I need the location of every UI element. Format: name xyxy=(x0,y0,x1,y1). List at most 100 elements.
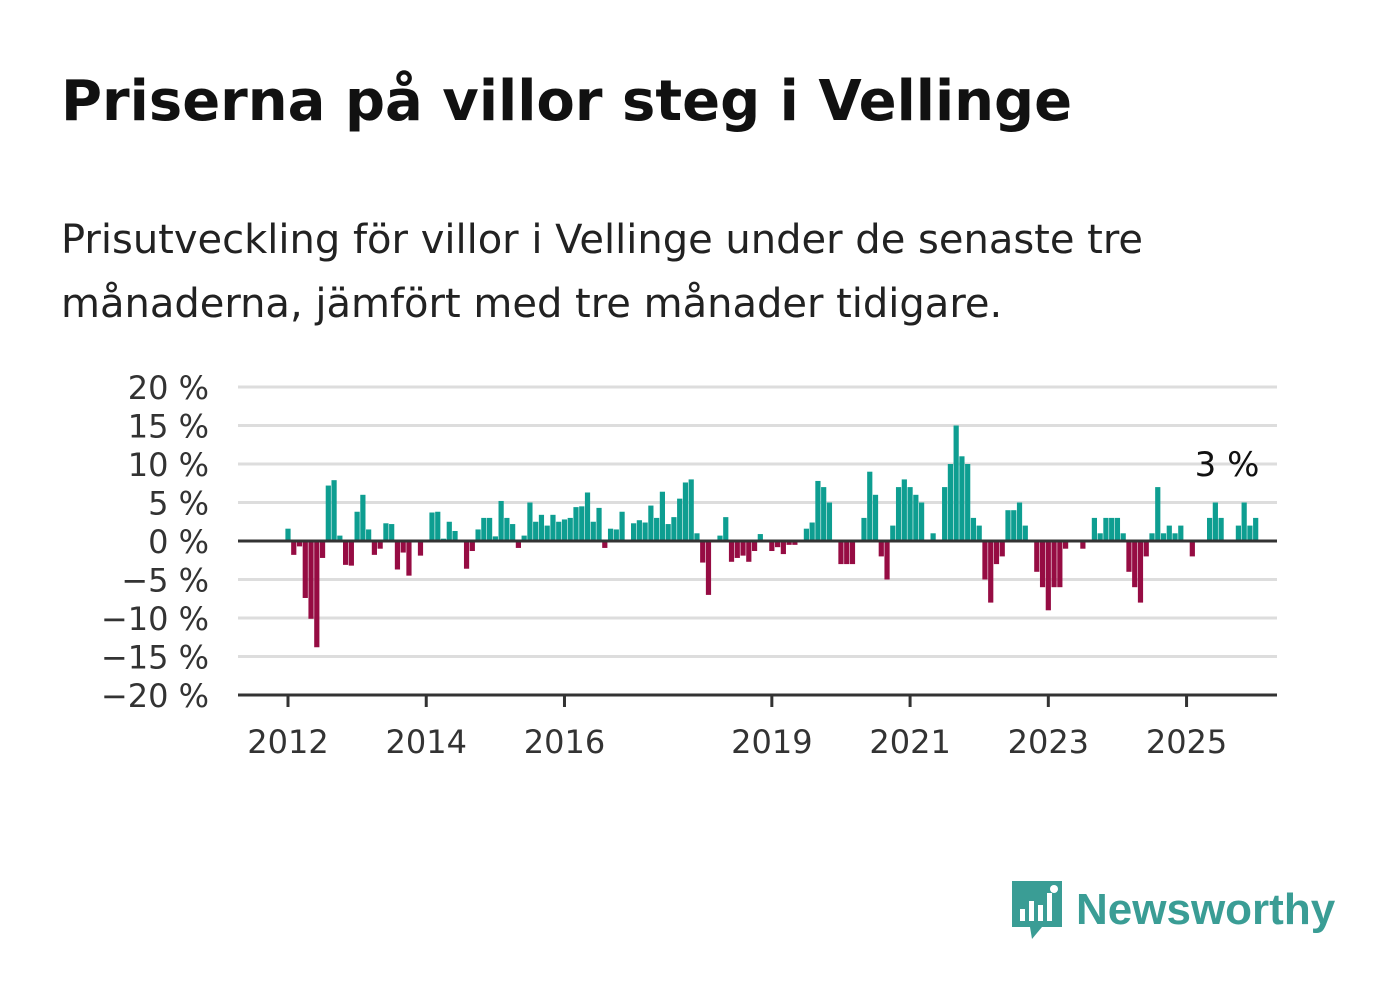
bar xyxy=(602,541,608,548)
bar xyxy=(377,541,383,549)
bar xyxy=(705,541,712,595)
bar xyxy=(717,535,723,541)
y-tick-label: 0 % xyxy=(148,523,209,561)
bar xyxy=(631,523,637,541)
tick-labels: 20 %15 %10 %5 %0 %−5 %−10 %−15 %−20 % 201… xyxy=(101,369,1227,761)
bar xyxy=(1114,517,1121,541)
y-tick-label: 15 % xyxy=(128,408,209,446)
bar xyxy=(849,541,856,565)
bar xyxy=(1247,525,1253,541)
bar xyxy=(331,480,337,541)
bar xyxy=(538,514,545,541)
brand-name: Newsworthy xyxy=(1076,885,1336,934)
bar xyxy=(1022,525,1028,541)
bar xyxy=(291,541,297,555)
x-tick-label: 2021 xyxy=(869,723,950,761)
bar xyxy=(930,533,936,541)
bar xyxy=(498,500,504,541)
bar xyxy=(694,533,700,541)
bar xyxy=(469,541,475,552)
bar xyxy=(343,541,349,565)
bars xyxy=(285,425,1259,648)
bar xyxy=(1132,541,1138,588)
bar xyxy=(890,525,896,541)
bar xyxy=(659,491,665,541)
bar xyxy=(700,541,706,563)
bar xyxy=(999,541,1005,557)
bar xyxy=(815,480,821,541)
bar xyxy=(671,517,677,541)
bar xyxy=(976,525,982,541)
bar xyxy=(417,541,424,556)
bar xyxy=(953,425,959,541)
brand-logo: Newsworthy xyxy=(1010,878,1335,942)
bar xyxy=(913,494,919,541)
chart-subtitle: Prisutveckling för villor i Vellinge und… xyxy=(61,217,1144,327)
bar xyxy=(942,487,948,541)
bar xyxy=(884,541,890,580)
bar xyxy=(1160,533,1167,541)
bar xyxy=(308,541,314,619)
bar xyxy=(1253,517,1259,541)
bar xyxy=(394,541,401,570)
bar xyxy=(728,541,735,562)
bar xyxy=(510,524,516,541)
bar xyxy=(383,523,389,541)
x-tick-label: 2025 xyxy=(1146,723,1227,761)
bar xyxy=(1045,541,1051,611)
bar xyxy=(769,541,775,552)
x-tick-label: 2016 xyxy=(524,723,605,761)
bar xyxy=(1207,517,1213,541)
bar xyxy=(584,492,591,541)
bar xyxy=(665,524,671,541)
bar xyxy=(970,517,977,541)
bar xyxy=(596,507,602,541)
bar xyxy=(919,502,925,541)
bar xyxy=(861,517,867,541)
bar xyxy=(371,541,377,555)
bar xyxy=(348,541,354,566)
bar xyxy=(907,487,913,541)
bar xyxy=(1103,517,1109,541)
bar xyxy=(1039,541,1046,588)
bar xyxy=(993,541,1000,565)
bar xyxy=(682,482,689,541)
bar xyxy=(1109,517,1115,541)
x-tick-label: 2023 xyxy=(1008,723,1089,761)
bar xyxy=(1212,502,1218,541)
bar xyxy=(452,530,458,541)
bar xyxy=(1005,510,1011,541)
bar xyxy=(1057,541,1063,588)
bar xyxy=(821,487,827,541)
y-tick-label: −5 % xyxy=(121,562,209,600)
bar xyxy=(982,541,988,580)
bar xyxy=(1051,541,1057,588)
y-tick-label: −15 % xyxy=(101,639,209,677)
bar xyxy=(325,485,331,541)
bar xyxy=(780,541,786,555)
gridlines xyxy=(238,385,1277,658)
bar xyxy=(1137,541,1144,603)
y-tick-label: −10 % xyxy=(101,600,209,638)
bar xyxy=(521,535,527,541)
bar xyxy=(613,529,619,541)
bar xyxy=(1241,502,1247,541)
bar xyxy=(751,541,758,552)
bar xyxy=(642,522,648,541)
bar xyxy=(296,541,303,547)
bar xyxy=(959,456,965,541)
bar xyxy=(527,502,533,541)
bar xyxy=(544,525,550,541)
bar xyxy=(988,541,994,603)
bar xyxy=(487,517,493,541)
bar xyxy=(654,517,660,541)
latest-value-annotation: 3 % xyxy=(1195,445,1260,485)
x-tick-label: 2014 xyxy=(386,723,467,761)
axes xyxy=(238,539,1277,707)
bar xyxy=(481,517,487,541)
bar-chart-speech-bubble-icon xyxy=(1012,881,1062,939)
bar xyxy=(872,494,879,541)
bar xyxy=(947,464,953,541)
bar xyxy=(429,512,435,541)
y-tick-label: −20 % xyxy=(101,677,209,715)
